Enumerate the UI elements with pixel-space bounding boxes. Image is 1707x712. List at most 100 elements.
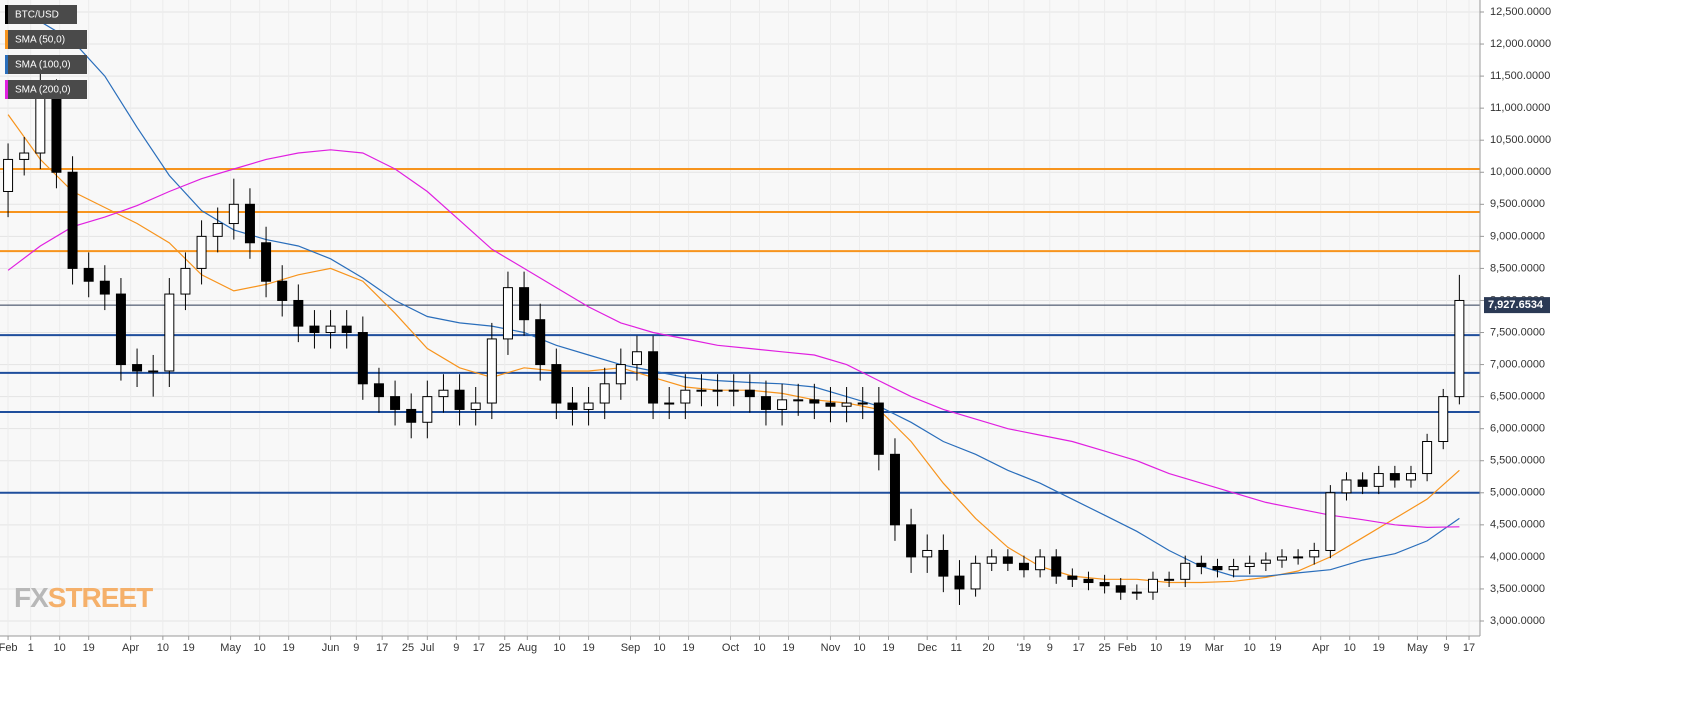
x-tick-label: 17 bbox=[376, 642, 388, 654]
legend: BTC/USD SMA (50,0) SMA (100,0) SMA (200,0) bbox=[5, 5, 87, 99]
candle-body bbox=[1228, 566, 1239, 571]
candle-body bbox=[244, 203, 255, 244]
x-tick-label: 10 bbox=[853, 642, 865, 654]
y-tick-label: 11,000.0000 bbox=[1490, 102, 1550, 114]
grid bbox=[0, 0, 1480, 636]
x-tick-label: 10 bbox=[753, 642, 765, 654]
candle-body bbox=[164, 293, 175, 372]
x-tick-label: Apr bbox=[122, 642, 139, 654]
x-tick-label: 9 bbox=[1047, 642, 1053, 654]
candle-body bbox=[777, 399, 788, 410]
x-tick-label: 17 bbox=[1073, 642, 1085, 654]
candle-body bbox=[148, 370, 159, 373]
candle-body bbox=[373, 383, 384, 398]
x-tick-label: 10 bbox=[253, 642, 265, 654]
candle-body bbox=[1180, 562, 1191, 580]
x-tick-label: '19 bbox=[1017, 642, 1031, 654]
candle-body bbox=[1196, 562, 1207, 568]
candle-body bbox=[1002, 556, 1013, 564]
candle-body bbox=[341, 325, 352, 334]
x-tick-label: 10 bbox=[1244, 642, 1256, 654]
candle-body bbox=[502, 287, 513, 340]
candle-body bbox=[1035, 556, 1046, 571]
candle-body bbox=[1244, 562, 1255, 568]
x-tick-label: 19 bbox=[283, 642, 295, 654]
candle-body bbox=[1018, 562, 1029, 571]
candle-body bbox=[293, 299, 304, 327]
candle-body bbox=[648, 351, 659, 404]
legend-label: SMA (100,0) bbox=[15, 60, 71, 71]
candle-body bbox=[567, 402, 578, 410]
x-tick-label: Nov bbox=[821, 642, 841, 654]
x-tick-label: 25 bbox=[499, 642, 511, 654]
candle-body bbox=[680, 389, 691, 404]
candle-body bbox=[841, 402, 852, 407]
candle-body bbox=[1309, 549, 1320, 558]
candle-body bbox=[728, 389, 739, 392]
x-tick-label: 19 bbox=[882, 642, 894, 654]
x-tick-label: 19 bbox=[782, 642, 794, 654]
candle-body bbox=[3, 158, 14, 192]
candle-body bbox=[277, 280, 288, 301]
candle-body bbox=[1341, 479, 1352, 494]
x-tick-label: 9 bbox=[353, 642, 359, 654]
legend-box bbox=[5, 5, 77, 24]
candle-body bbox=[35, 94, 46, 154]
candle-body bbox=[1147, 578, 1158, 593]
x-tick-label: 19 bbox=[1179, 642, 1191, 654]
candle-body bbox=[115, 293, 126, 366]
x-tick-label: May bbox=[220, 642, 241, 654]
x-tick-label: May bbox=[1407, 642, 1428, 654]
x-tick-label: 10 bbox=[553, 642, 565, 654]
legend-box bbox=[5, 80, 87, 99]
candle-body bbox=[357, 332, 368, 385]
x-tick-label: 17 bbox=[1463, 642, 1475, 654]
candle-body bbox=[1115, 585, 1126, 593]
candle-body bbox=[1454, 299, 1465, 398]
candle-body bbox=[906, 524, 917, 558]
x-tick-label: 10 bbox=[157, 642, 169, 654]
y-tick-label: 12,500.0000 bbox=[1490, 6, 1551, 18]
candle-body bbox=[583, 402, 594, 410]
y-tick-label: 7,500.0000 bbox=[1490, 326, 1545, 338]
legend-swatch bbox=[5, 5, 8, 24]
candle-body bbox=[228, 203, 239, 225]
y-tick-label: 7,000.0000 bbox=[1490, 358, 1545, 370]
candle-body bbox=[422, 396, 433, 423]
legend-label: SMA (50,0) bbox=[15, 35, 65, 46]
candle-body bbox=[486, 338, 497, 404]
candle-body bbox=[309, 325, 320, 334]
candle-body bbox=[1131, 591, 1142, 594]
x-tick-label: 25 bbox=[402, 642, 414, 654]
candle-body bbox=[825, 402, 836, 407]
candle-body bbox=[744, 389, 755, 398]
candle-body bbox=[970, 562, 981, 590]
y-tick-label: 6,000.0000 bbox=[1490, 423, 1545, 435]
sma-line bbox=[7, 149, 1460, 529]
candle-body bbox=[1325, 492, 1336, 551]
candle-body bbox=[519, 287, 530, 321]
candle-body bbox=[954, 575, 965, 590]
candle-body bbox=[1260, 559, 1271, 564]
candle-body bbox=[1164, 578, 1175, 581]
y-tick-label: 11,500.0000 bbox=[1490, 70, 1550, 82]
last-price-label: 7,927.6534 bbox=[1488, 299, 1544, 311]
candle-body bbox=[83, 267, 94, 282]
x-tick-label: 9 bbox=[453, 642, 459, 654]
candle-body bbox=[793, 399, 804, 402]
candle-body bbox=[132, 364, 143, 372]
candle-body bbox=[696, 389, 707, 392]
y-tick-label: 10,000.0000 bbox=[1490, 166, 1551, 178]
x-tick-label: 17 bbox=[473, 642, 485, 654]
y-tick-label: 9,000.0000 bbox=[1490, 230, 1545, 242]
x-tick-label: 1 bbox=[28, 642, 34, 654]
x-tick-label: Feb bbox=[1118, 642, 1137, 654]
candle-body bbox=[712, 389, 723, 392]
x-tick-label: Jul bbox=[420, 642, 434, 654]
legend-box bbox=[5, 55, 87, 74]
last-price-tag bbox=[1484, 297, 1550, 314]
y-tick-label: 4,500.0000 bbox=[1490, 519, 1545, 531]
candle-body bbox=[51, 94, 62, 173]
candle-body bbox=[325, 325, 336, 334]
candle-body bbox=[180, 267, 191, 295]
